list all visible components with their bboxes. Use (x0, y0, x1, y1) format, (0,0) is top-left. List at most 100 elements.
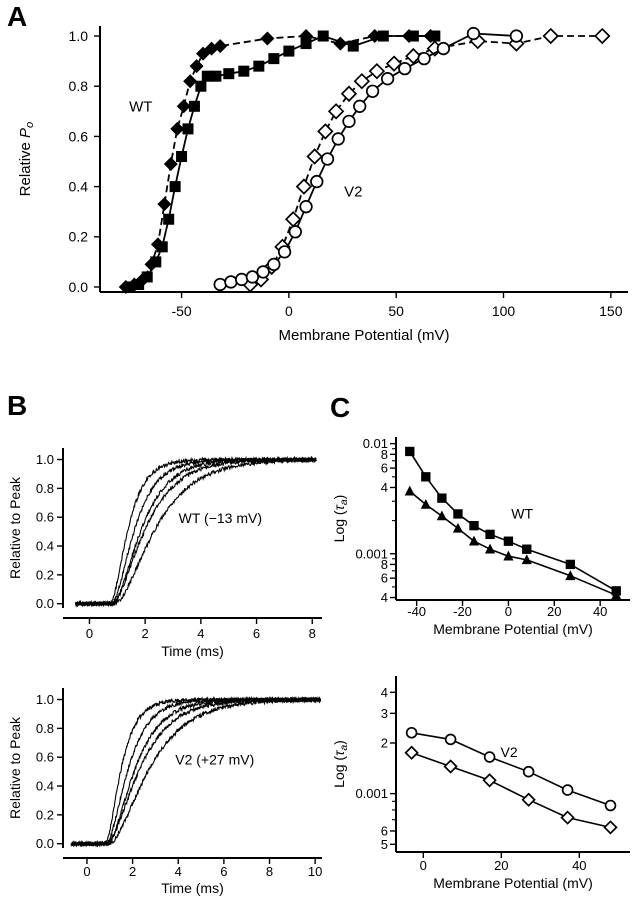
y-tick-label: 0.0 (36, 836, 54, 851)
marker-open-diamond (404, 745, 419, 760)
x-axis-title: Membrane Potential (mV) (433, 875, 593, 891)
marker-open-circle (483, 751, 496, 763)
marker-open-circle (365, 84, 380, 98)
marker-filled-square (169, 181, 181, 193)
y-tick-label: 0.6 (36, 750, 54, 765)
marker-filled-square (407, 30, 419, 42)
x-tick-label: 4 (197, 626, 204, 641)
x-tick-label: 4 (175, 864, 182, 879)
y-tick-label: 0.8 (36, 721, 54, 736)
series-wt-filled-triangles (404, 485, 622, 600)
marker-filled-triangle (404, 485, 415, 496)
series-wt-filled-squares (124, 30, 441, 293)
y-tick-label: 4 (381, 685, 388, 700)
y-tick-label: 6 (381, 824, 388, 839)
marker-open-diamond (594, 27, 611, 45)
annotation-v2: V2 (501, 744, 518, 760)
marker-open-diamond (385, 55, 403, 72)
y-tick-label: 4 (381, 480, 388, 495)
marker-filled-square (150, 256, 162, 268)
y-tick-label: 0.0 (36, 596, 54, 611)
x-tick-label: 20 (494, 858, 508, 873)
marker-open-circle (509, 29, 524, 43)
marker-filled-square (317, 30, 329, 42)
series-line (219, 32, 517, 286)
current-trace (74, 455, 317, 608)
marker-open-circle (213, 277, 227, 292)
marker-filled-diamond (213, 39, 228, 54)
marker-open-circle (288, 225, 302, 239)
marker-filled-square (238, 65, 250, 77)
y-tick-label: 0.001 (355, 786, 388, 801)
marker-open-circle (299, 200, 313, 214)
marker-open-circle (310, 174, 324, 189)
marker-open-circle (224, 275, 238, 289)
marker-filled-square (283, 45, 295, 57)
y-tick-label: 1.0 (69, 28, 89, 44)
y-tick-label: 6 (381, 571, 388, 586)
panel-c2-chart: 0 20 40 4 3 2 0.001 65 Membrane Potential (mV) Lo… (331, 676, 630, 891)
x-tick-label: 0 (83, 864, 90, 879)
series-v2-open-diamonds (242, 27, 611, 293)
series-line (411, 732, 611, 807)
series-v2-open-diamonds (404, 745, 618, 835)
x-tick-label: 0 (505, 604, 512, 619)
marker-open-circle (436, 41, 451, 56)
marker-open-circle (256, 265, 270, 279)
y-tick-label: 0.0 (69, 279, 89, 295)
current-trace (70, 695, 322, 848)
x-tick-label: 0 (86, 626, 93, 641)
series-line (409, 490, 617, 596)
marker-filled-diamond (183, 74, 198, 89)
x-tick-label: 40 (593, 604, 607, 619)
annotation-wt: WT (511, 505, 533, 521)
marker-filled-diamond (260, 31, 275, 46)
series-line (411, 751, 611, 829)
marker-filled-square (347, 40, 359, 52)
x-axis-title: Membrane Potential (mV) (433, 621, 593, 637)
x-tick-label: 50 (388, 303, 404, 319)
x-tick-label: -40 (407, 604, 426, 619)
y-tick-label: 1.0 (36, 692, 54, 707)
x-tick-label: 20 (547, 604, 561, 619)
marker-filled-square (429, 30, 441, 42)
y-tick-label: 0.4 (36, 539, 54, 554)
marker-filled-square (503, 536, 514, 546)
annotation-wt: WT (129, 98, 152, 115)
marker-open-diamond (405, 47, 422, 65)
marker-filled-square (437, 493, 447, 503)
marker-open-diamond (317, 123, 334, 140)
series-line (249, 35, 603, 286)
marker-filled-square (156, 241, 168, 253)
marker-filled-square (201, 70, 213, 82)
panel-b1-chart: 0 2 4 6 8 0.0 0.2 0.4 0.6 0.8 1.0 Time (ms) Relative… (7, 448, 322, 659)
x-axis-title: Membrane Potential (mV) (279, 327, 450, 344)
current-trace (70, 696, 321, 848)
y-tick-label: 0.8 (36, 481, 54, 496)
y-tick-label: 0.2 (36, 567, 54, 582)
marker-open-circle (604, 799, 617, 812)
y-tick-label: 0.4 (69, 179, 89, 195)
panel-b2-chart: 0 2 4 6 8 10 0.0 0.2 0.4 0.6 0.8 1.0 Time (ms) Relati… (7, 688, 322, 896)
marker-filled-diamond (157, 197, 172, 212)
marker-filled-square (253, 60, 265, 72)
marker-filled-square (223, 68, 235, 80)
y-tick-label: 0.2 (36, 807, 54, 822)
marker-open-circle (417, 51, 431, 66)
x-tick-label: 150 (599, 303, 623, 319)
marker-open-circle (235, 272, 249, 287)
marker-open-diamond (353, 73, 371, 90)
x-tick-label: -20 (453, 604, 472, 619)
marker-filled-square (182, 123, 194, 135)
marker-filled-triangle (452, 522, 464, 533)
marker-filled-square (188, 100, 200, 112)
series-v2-open-circles (405, 726, 617, 812)
marker-filled-square (377, 30, 389, 42)
marker-filled-square (210, 70, 222, 82)
y-axis-title: Log (τa) (331, 740, 350, 788)
current-trace (75, 456, 317, 608)
marker-open-diamond (482, 773, 497, 788)
marker-filled-diamond (163, 157, 178, 172)
marker-open-diamond (306, 148, 323, 165)
